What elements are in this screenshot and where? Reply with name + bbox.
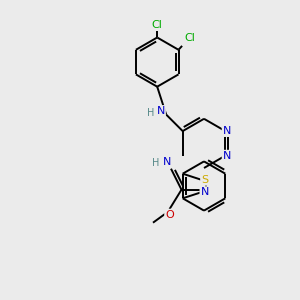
Text: Cl: Cl xyxy=(184,33,195,43)
Text: N: N xyxy=(200,187,209,197)
Text: N: N xyxy=(223,126,231,136)
Text: N: N xyxy=(163,157,172,167)
Text: O: O xyxy=(165,210,174,220)
Text: H: H xyxy=(147,108,154,118)
Text: Cl: Cl xyxy=(152,20,163,30)
Text: S: S xyxy=(201,175,208,185)
Text: N: N xyxy=(223,151,231,161)
Text: H: H xyxy=(152,158,159,168)
Text: N: N xyxy=(157,106,165,116)
